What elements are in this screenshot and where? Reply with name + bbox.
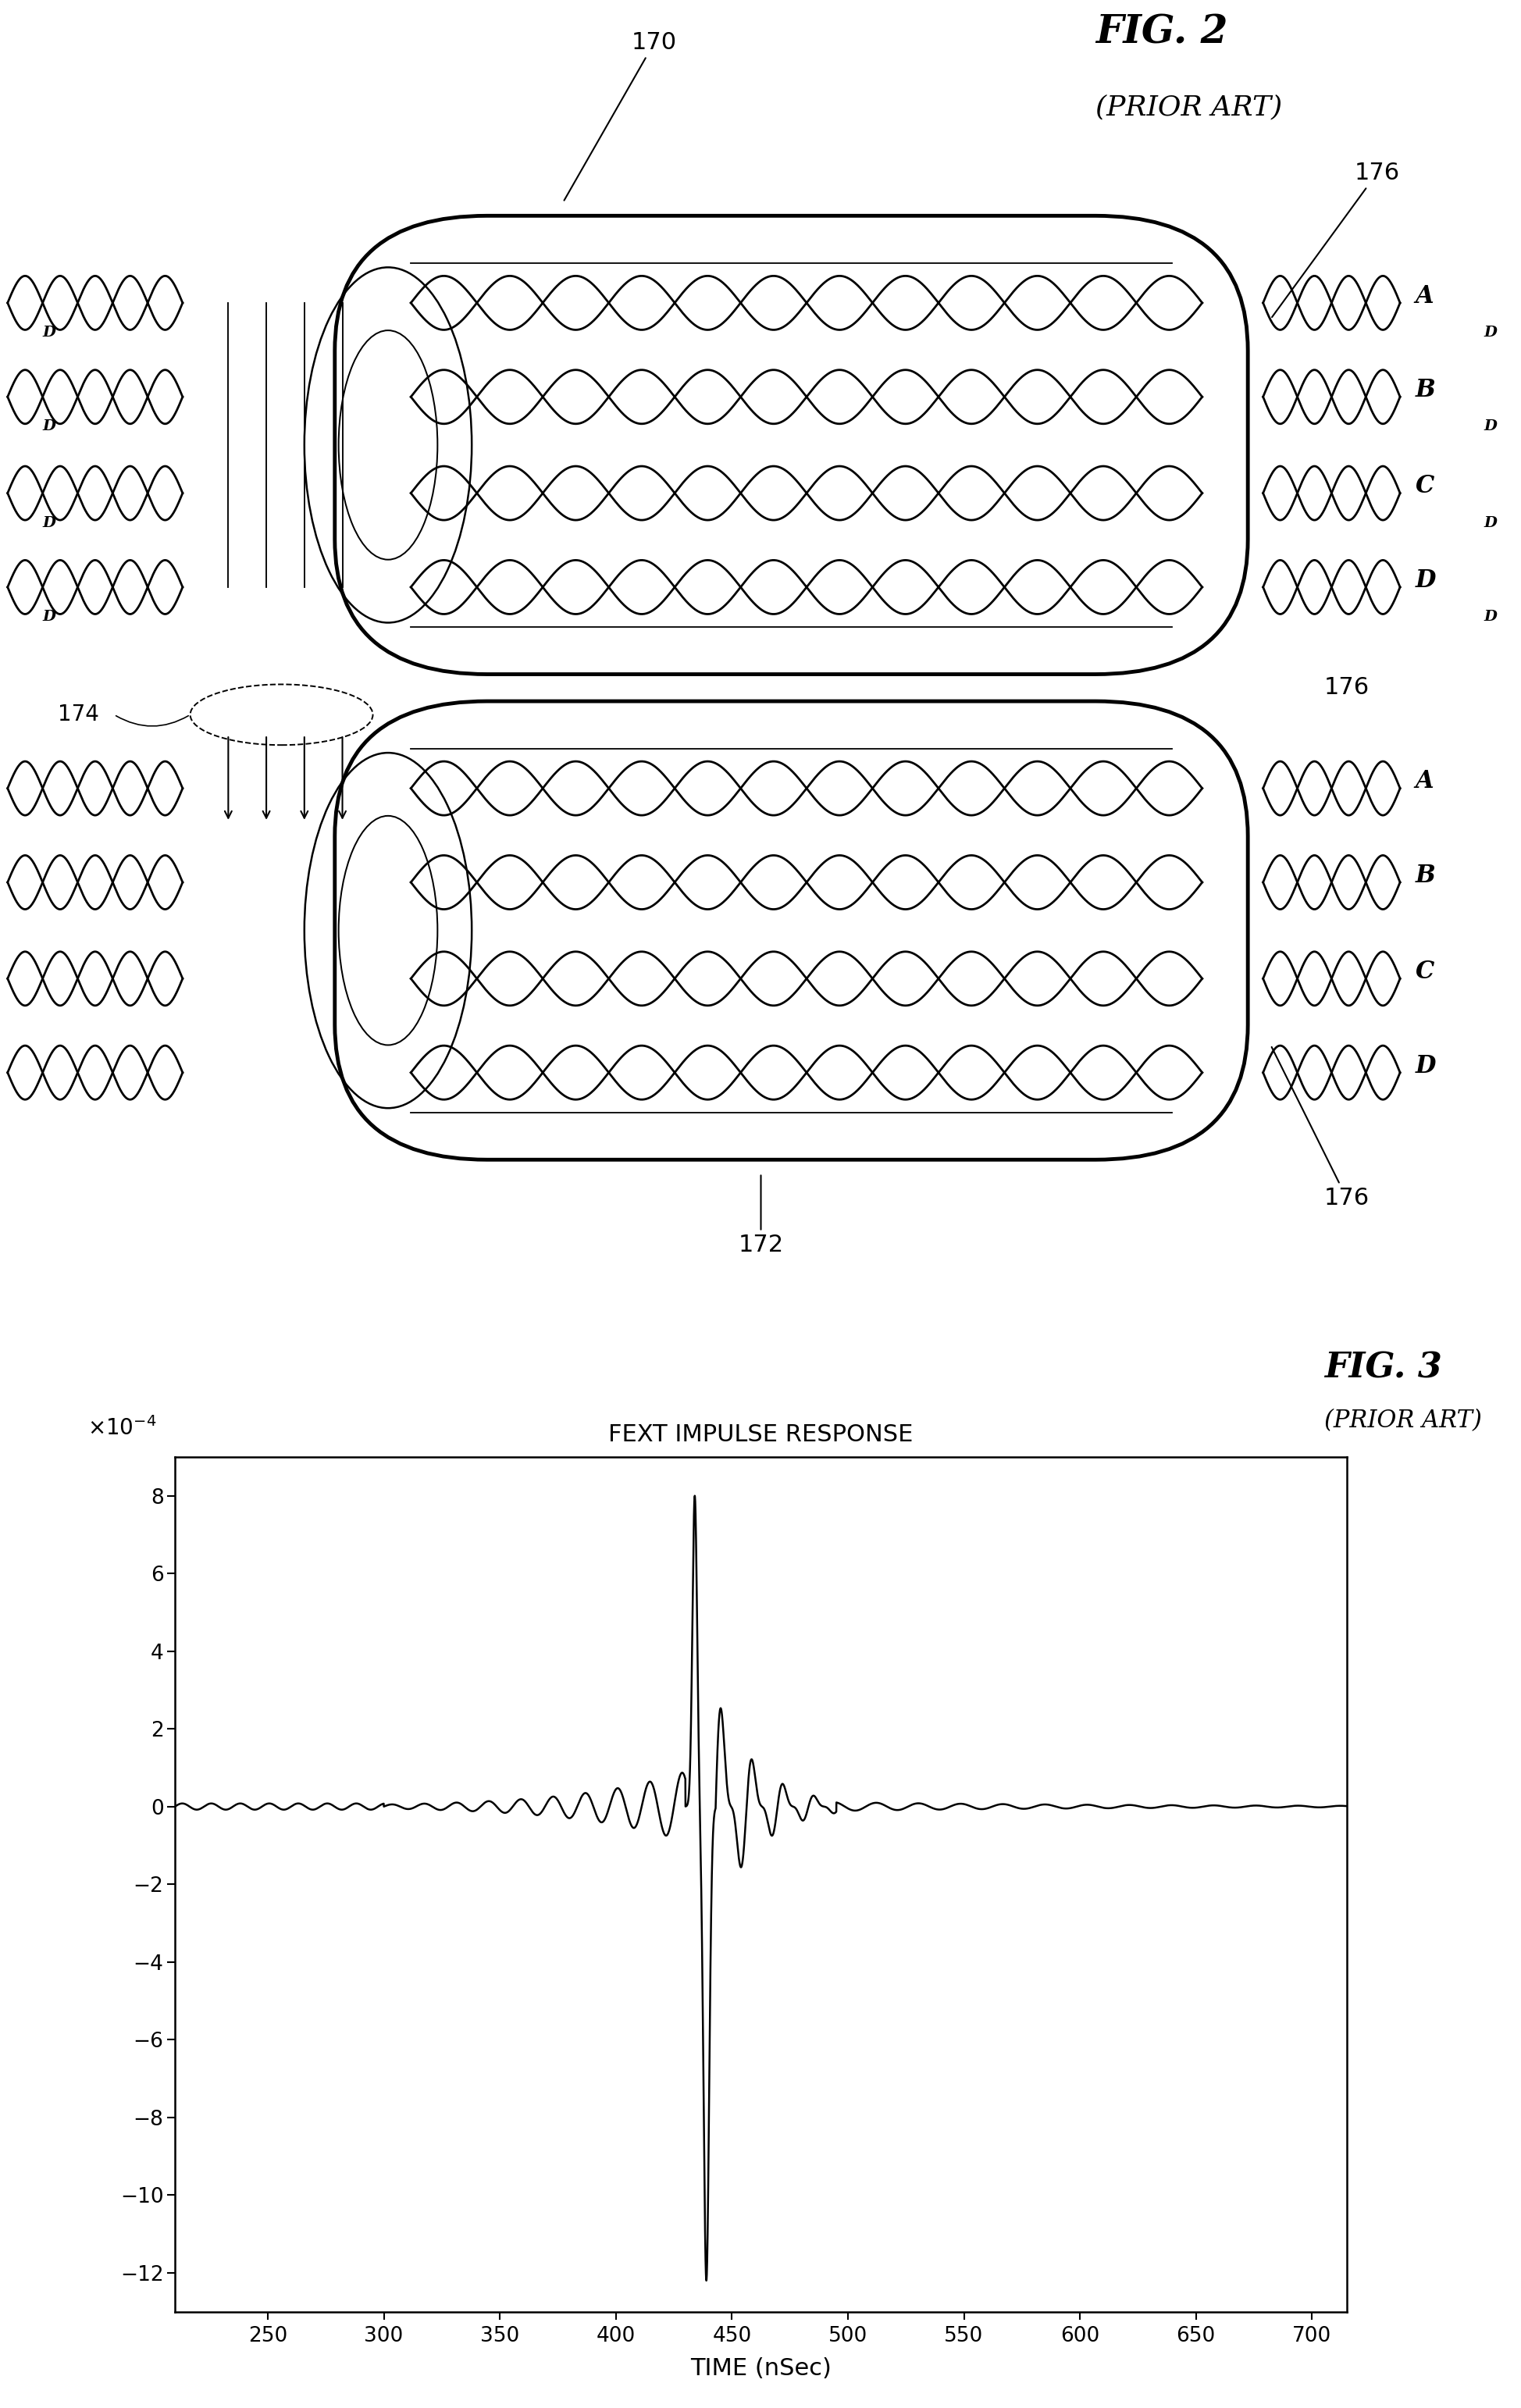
Text: D: D	[1483, 325, 1497, 340]
Text: (PRIOR ART): (PRIOR ART)	[1095, 94, 1282, 120]
Text: B: B	[1415, 378, 1434, 402]
Text: D: D	[43, 609, 56, 624]
Text: A: A	[1415, 771, 1433, 795]
FancyBboxPatch shape	[335, 217, 1247, 674]
Text: FIG. 3: FIG. 3	[1323, 1351, 1440, 1385]
Text: 176: 176	[1272, 1047, 1369, 1209]
Text: C: C	[1415, 474, 1433, 498]
Text: $\times10^{-4}$: $\times10^{-4}$	[87, 1416, 157, 1440]
Text: D: D	[1483, 419, 1497, 433]
Text: 176: 176	[1272, 161, 1399, 318]
Text: 172: 172	[738, 1175, 783, 1257]
Text: FIG. 2: FIG. 2	[1095, 14, 1227, 51]
Text: D: D	[43, 325, 56, 340]
Text: 170: 170	[564, 31, 677, 200]
Text: 174: 174	[58, 703, 99, 725]
Text: D: D	[43, 419, 56, 433]
X-axis label: TIME (nSec): TIME (nSec)	[691, 2357, 830, 2379]
Text: D: D	[1483, 609, 1497, 624]
Text: D: D	[1483, 515, 1497, 530]
Text: B: B	[1415, 864, 1434, 889]
Text: (PRIOR ART): (PRIOR ART)	[1323, 1409, 1481, 1433]
Text: D: D	[1415, 1055, 1436, 1079]
Text: D: D	[43, 515, 56, 530]
Title: FEXT IMPULSE RESPONSE: FEXT IMPULSE RESPONSE	[608, 1423, 913, 1447]
FancyBboxPatch shape	[335, 701, 1247, 1161]
Text: C: C	[1415, 961, 1433, 985]
Text: A: A	[1415, 284, 1433, 308]
Text: 176: 176	[1323, 677, 1369, 698]
Text: D: D	[1415, 568, 1436, 592]
